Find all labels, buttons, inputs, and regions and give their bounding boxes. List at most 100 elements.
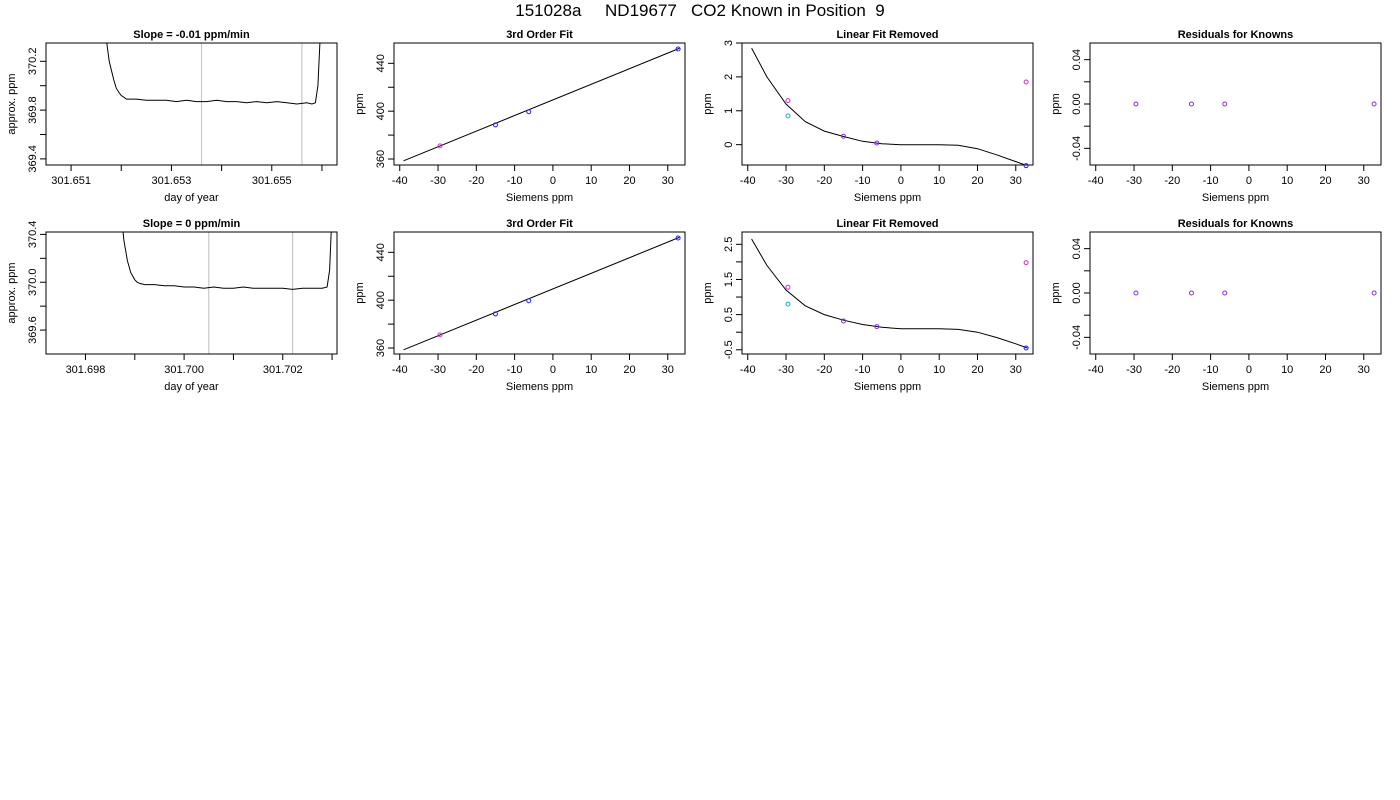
y-axis-label: ppm bbox=[702, 282, 714, 303]
data-point bbox=[675, 235, 681, 241]
data-point bbox=[1371, 290, 1377, 296]
data-point bbox=[437, 332, 443, 338]
plot-frame bbox=[45, 231, 338, 355]
data-point bbox=[785, 113, 791, 119]
x-tick-label: 20 bbox=[1319, 364, 1331, 376]
y-tick-label: 400 bbox=[375, 291, 387, 309]
x-tick-label: -40 bbox=[1088, 175, 1104, 187]
y-axis-label: approx. ppm bbox=[6, 73, 18, 134]
fit-line bbox=[403, 236, 680, 351]
y-tick-label: -0.5 bbox=[723, 340, 735, 359]
data-point bbox=[1023, 345, 1029, 351]
y-axis-label: ppm bbox=[1050, 282, 1062, 303]
fit-curve bbox=[751, 47, 1027, 165]
x-tick-label: 0 bbox=[1246, 364, 1252, 376]
x-tick-label: 0 bbox=[898, 175, 904, 187]
x-tick-label: -20 bbox=[468, 364, 484, 376]
x-tick-label: 0 bbox=[550, 364, 556, 376]
x-tick-label: -10 bbox=[507, 364, 523, 376]
trace-line bbox=[122, 232, 332, 290]
x-tick-label: 301.653 bbox=[152, 175, 192, 187]
y-tick-label: 1.5 bbox=[723, 272, 735, 287]
data-point bbox=[840, 318, 846, 324]
panel-r2c2: 3rd Order Fit -40 -30 -20 -10 0 10 20 30 Siemens … bbox=[354, 218, 686, 393]
x-tick-label: -20 bbox=[816, 175, 832, 187]
y-tick-label: 2 bbox=[723, 74, 735, 80]
y-tick-label: 0.00 bbox=[1071, 93, 1083, 114]
x-axis-label: day of year bbox=[164, 381, 219, 393]
y-tick-label: 0.00 bbox=[1071, 282, 1083, 303]
x-axis-label: Siemens ppm bbox=[854, 381, 921, 393]
x-tick-label: -10 bbox=[855, 175, 871, 187]
data-point bbox=[1188, 101, 1194, 107]
x-tick-label: -40 bbox=[740, 175, 756, 187]
plot-area bbox=[106, 43, 321, 105]
x-tick-label: 30 bbox=[1358, 364, 1370, 376]
fit-curve bbox=[751, 238, 1028, 349]
x-axis-label: day of year bbox=[164, 192, 219, 204]
panel-r2c4: Residuals for Knowns -40 -30 -20 -10 0 10 20 30 S… bbox=[1050, 218, 1382, 393]
data-point bbox=[1023, 79, 1029, 85]
data-point bbox=[492, 311, 498, 317]
x-tick-label: 0 bbox=[1246, 175, 1252, 187]
y-tick-label: 370.0 bbox=[27, 268, 39, 296]
data-point bbox=[1023, 163, 1029, 169]
chart-title: Slope = -0.01 ppm/min bbox=[133, 29, 250, 41]
plot-area bbox=[403, 236, 680, 351]
x-tick-label: -40 bbox=[740, 364, 756, 376]
x-tick-label: 30 bbox=[1010, 175, 1022, 187]
panel-r1c1: Slope = -0.01 ppm/min 301.651 301.653 301.6… bbox=[6, 29, 338, 204]
data-point bbox=[492, 122, 498, 128]
plot-frame bbox=[741, 42, 1034, 166]
x-tick-label: -40 bbox=[392, 364, 408, 376]
y-tick-label: 0 bbox=[723, 142, 735, 148]
x-tick-label: -10 bbox=[1203, 364, 1219, 376]
plot-frame bbox=[45, 42, 338, 166]
chart-title: Linear Fit Removed bbox=[836, 218, 938, 230]
plot-area bbox=[751, 47, 1027, 165]
page-title: 151028a ND19677 CO2 Known in Position 9 bbox=[515, 1, 885, 20]
x-axis-label: Siemens ppm bbox=[1202, 381, 1269, 393]
data-point bbox=[785, 284, 791, 290]
panel-r1c4: Residuals for Knowns -40 -30 -20 -10 0 10 20 30 S… bbox=[1050, 29, 1382, 204]
x-tick-label: -30 bbox=[1126, 364, 1142, 376]
y-tick-label: 369.6 bbox=[27, 316, 39, 344]
y-tick-label: -0.04 bbox=[1071, 136, 1083, 161]
data-point bbox=[1222, 290, 1228, 296]
x-tick-label: 10 bbox=[1281, 364, 1293, 376]
y-axis-label: approx. ppm bbox=[6, 262, 18, 323]
y-axis-label: ppm bbox=[354, 93, 366, 114]
data-point bbox=[1371, 101, 1377, 107]
x-tick-label: 301.698 bbox=[66, 364, 106, 376]
x-tick-label: 301.651 bbox=[51, 175, 91, 187]
y-tick-label: 370.4 bbox=[27, 221, 39, 249]
y-axis-label: ppm bbox=[702, 93, 714, 114]
x-tick-label: 30 bbox=[1358, 175, 1370, 187]
panel-r2c3: Linear Fit Removed -40 -30 -20 -10 0 10 20 30 Sie… bbox=[702, 218, 1034, 393]
x-tick-label: -30 bbox=[430, 175, 446, 187]
data-point bbox=[1023, 260, 1029, 266]
panel-r2c1: Slope = 0 ppm/min 301.698 301.700 301.702 da… bbox=[6, 218, 338, 393]
plot-frame bbox=[393, 231, 686, 355]
panel-r1c2: 3rd Order Fit -40 -30 -20 -10 0 10 20 30 Siemens … bbox=[354, 29, 686, 204]
x-axis-label: Siemens ppm bbox=[506, 192, 573, 204]
y-tick-label: 369.8 bbox=[27, 96, 39, 124]
chart-title: Slope = 0 ppm/min bbox=[143, 218, 241, 230]
x-tick-label: 301.655 bbox=[252, 175, 292, 187]
y-axis-label: ppm bbox=[1050, 93, 1062, 114]
x-tick-label: 10 bbox=[933, 175, 945, 187]
y-axis-label: ppm bbox=[354, 282, 366, 303]
x-tick-label: 301.702 bbox=[263, 364, 303, 376]
y-tick-label: 360 bbox=[375, 339, 387, 357]
x-tick-label: -20 bbox=[1164, 364, 1180, 376]
data-point bbox=[785, 98, 791, 104]
x-tick-label: 30 bbox=[662, 175, 674, 187]
data-point bbox=[1133, 101, 1139, 107]
data-point bbox=[526, 298, 532, 304]
x-tick-label: -10 bbox=[1203, 175, 1219, 187]
plot-frame bbox=[393, 42, 686, 166]
x-tick-label: 10 bbox=[585, 364, 597, 376]
x-tick-label: 10 bbox=[585, 175, 597, 187]
x-tick-label: 10 bbox=[933, 364, 945, 376]
y-tick-label: 360 bbox=[375, 150, 387, 168]
